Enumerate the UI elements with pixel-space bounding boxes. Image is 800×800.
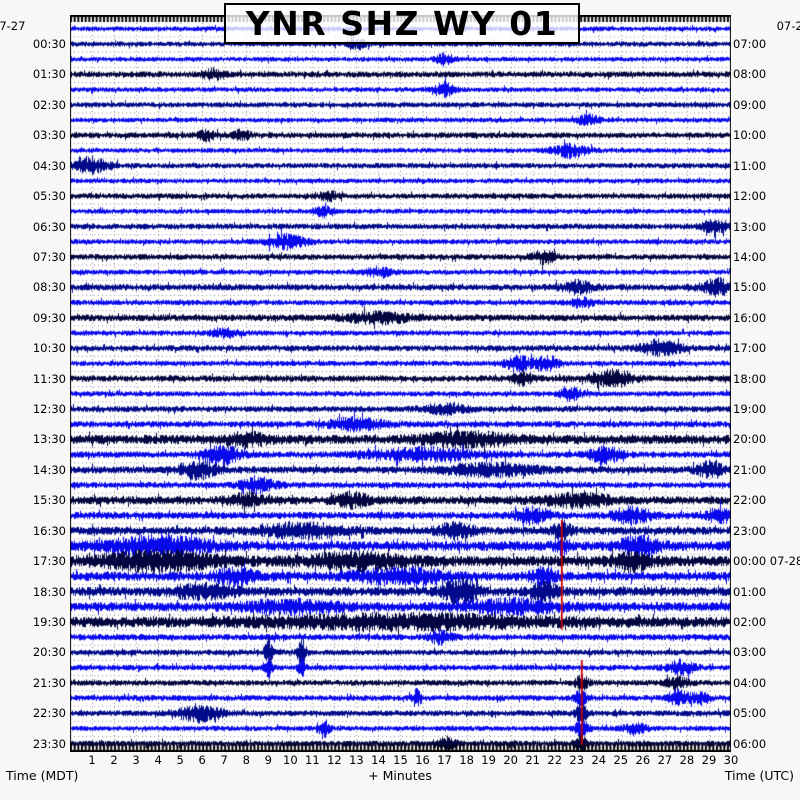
utc-time-label: 19:00: [733, 402, 767, 417]
mdt-time-label: 05:30: [32, 189, 66, 204]
utc-time-label: 05:00: [733, 706, 767, 721]
minute-tick-label: 20: [503, 753, 518, 767]
utc-time-label: 10:00: [733, 128, 767, 143]
utc-time-label: 08:00: [733, 67, 767, 82]
minute-tick-label: 28: [679, 753, 695, 767]
mdt-time-label: 19:30: [32, 614, 66, 629]
mdt-time-label: 01:30: [32, 67, 66, 82]
utc-time-label: 23:00: [733, 523, 767, 538]
minute-tick-label: 6: [198, 753, 206, 767]
mdt-time-label: 22:30: [32, 706, 66, 721]
mdt-time-label: 21:30: [32, 675, 66, 690]
utc-time-label: 14:00: [733, 249, 767, 264]
utc-time-label: 12:00: [733, 189, 767, 204]
minute-tick-label: 15: [393, 753, 408, 767]
axis-title-utc: Time (UTC): [724, 768, 794, 783]
minute-tick-label: 26: [635, 753, 651, 767]
mdt-time-label: 11:30: [32, 371, 66, 386]
date-label-mdt: 07-27: [0, 19, 26, 33]
minute-tick-label: 21: [525, 753, 541, 767]
utc-time-label: 22:00: [733, 493, 767, 508]
page-title: YNR SHZ WY 01: [245, 4, 559, 43]
utc-time-label: 21:00: [733, 462, 767, 477]
utc-time-label: 07:00: [733, 37, 767, 51]
minute-tick-label: 17: [437, 753, 452, 767]
mdt-time-label: 12:30: [32, 402, 66, 417]
minute-tick-label: 19: [481, 753, 496, 767]
utc-time-label: 13:00: [733, 219, 767, 234]
mdt-time-label: 00:30: [32, 37, 66, 51]
mdt-time-label: 03:30: [32, 128, 66, 143]
minute-tick-label: 29: [701, 753, 717, 767]
mdt-time-label: 17:30: [32, 554, 66, 569]
mdt-time-label: 08:30: [32, 280, 66, 295]
utc-time-label: 18:00: [733, 371, 767, 386]
minute-tick-label: 27: [657, 753, 673, 767]
axis-title-mdt: Time (MDT): [6, 768, 79, 783]
minute-tick-label: 2: [110, 753, 118, 767]
minute-tick-label: 18: [459, 753, 474, 767]
minute-tick-label: 11: [305, 753, 320, 767]
mdt-time-label: 16:30: [32, 523, 66, 538]
mdt-time-label: 07:30: [32, 249, 66, 264]
minute-tick-label: 1: [88, 753, 96, 767]
date-label-utc: 07-27: [776, 19, 800, 33]
mdt-time-label: 06:30: [32, 219, 66, 234]
axis-title-minutes: + Minutes: [368, 768, 432, 783]
utc-time-label: 16:00: [733, 310, 767, 325]
minute-tick-label: 23: [569, 753, 585, 767]
mdt-time-label: 15:30: [32, 493, 66, 508]
utc-time-label: 00:00 07-28: [733, 554, 800, 569]
mdt-time-label: 02:30: [32, 97, 66, 112]
mdt-time-label: 14:30: [32, 462, 66, 477]
minute-tick-label: 12: [327, 753, 342, 767]
utc-time-label: 17:00: [733, 341, 767, 356]
minute-tick-label: 25: [613, 753, 629, 767]
utc-time-label: 01:00: [733, 584, 767, 599]
minute-tick-label: 5: [176, 753, 184, 767]
utc-time-label: 20:00: [733, 432, 767, 447]
minute-tick-label: 24: [591, 753, 607, 767]
minute-tick-label: 4: [154, 753, 162, 767]
minute-tick-label: 30: [723, 753, 739, 767]
mdt-time-label: 13:30: [32, 432, 66, 447]
utc-time-label: 09:00: [733, 97, 767, 112]
minute-tick-label: 13: [349, 753, 364, 767]
utc-time-label: 04:00: [733, 675, 767, 690]
helicorder-plot: [70, 15, 731, 752]
minute-tick-label: 3: [132, 753, 140, 767]
mdt-time-label: 04:30: [32, 158, 66, 173]
minute-tick-label: 16: [415, 753, 430, 767]
utc-time-label: 02:00: [733, 614, 767, 629]
utc-time-label: 15:00: [733, 280, 767, 295]
mdt-time-label: 20:30: [32, 645, 66, 660]
minute-tick-label: 7: [220, 753, 228, 767]
mdt-time-label: 18:30: [32, 584, 66, 599]
minute-tick-label: 22: [547, 753, 563, 767]
minute-tick-label: 10: [283, 753, 298, 767]
mdt-time-label: 23:30: [32, 736, 66, 751]
utc-time-label: 06:00: [733, 736, 767, 751]
utc-time-label: 11:00: [733, 158, 767, 173]
minute-tick-label: 8: [242, 753, 250, 767]
mdt-time-label: 09:30: [32, 310, 66, 325]
minute-tick-label: 9: [264, 753, 272, 767]
title-box: YNR SHZ WY 01: [224, 3, 580, 44]
minute-tick-label: 14: [371, 753, 386, 767]
utc-time-label: 03:00: [733, 645, 767, 660]
mdt-time-label: 10:30: [32, 341, 66, 356]
